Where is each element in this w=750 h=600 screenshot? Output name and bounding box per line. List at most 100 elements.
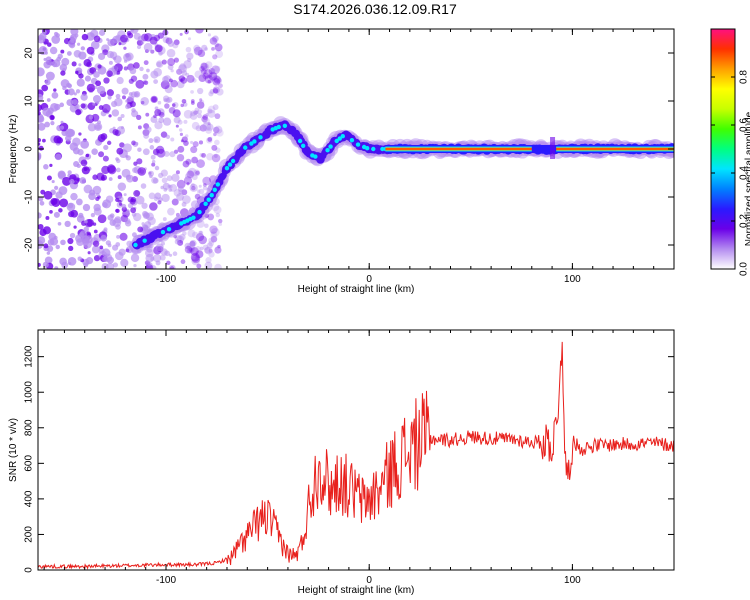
heatmap-cell: [206, 123, 214, 131]
heatmap-cell: [208, 248, 213, 253]
heatmap-cell: [184, 134, 189, 138]
heatmap-cell: [190, 99, 195, 103]
heatmap-cell: [216, 129, 224, 137]
heatmap-cell: [206, 242, 213, 249]
snr-ytick-label: 1000: [24, 381, 35, 404]
heatmap-cell: [207, 213, 215, 221]
heatmap-cell: [108, 114, 112, 118]
heatmap-cell: [186, 52, 194, 60]
heatmap-cell: [38, 154, 42, 160]
heatmap-cell: [51, 91, 59, 99]
heatmap-cell: [190, 247, 199, 256]
heatmap-cell: [59, 125, 65, 130]
heatmap-cell: [208, 91, 214, 97]
heatmap-cell: [38, 145, 44, 151]
heatmap-cell: [136, 158, 143, 165]
heatmap-cell: [97, 52, 106, 61]
heatmap-cell: [102, 155, 109, 162]
heatmap-cell: [44, 121, 51, 128]
heatmap-cell: [91, 245, 100, 254]
heatmap-cell: [136, 44, 142, 50]
heatmap-cell: [137, 167, 147, 176]
heatmap-cell: [93, 229, 98, 234]
heatmap-cell: [181, 98, 187, 104]
heatmap-cell: [59, 257, 67, 266]
heatmap-cell: [122, 143, 132, 153]
heatmap-cell: [160, 229, 166, 235]
heatmap-cell: [207, 108, 213, 114]
heatmap-cell: [133, 263, 137, 268]
heatmap-cell: [192, 78, 197, 83]
heatmap-cell: [202, 114, 208, 120]
heatmap-cell: [205, 61, 213, 69]
heatmap-cell: [211, 46, 215, 51]
heatmap-cell: [227, 162, 233, 167]
heatmap-cell: [195, 125, 202, 132]
heatmap-cell: [154, 44, 163, 53]
heatmap-cell: [67, 170, 72, 175]
heatmap-cell: [83, 239, 92, 249]
heatmap-cell: [178, 64, 187, 73]
heatmap-cell: [145, 253, 155, 263]
heatmap-cell: [80, 46, 85, 51]
heatmap-cell: [96, 85, 106, 95]
heatmap-cell: [137, 147, 142, 152]
heatmap-cell: [151, 96, 157, 103]
heatmap-cell: [90, 212, 96, 218]
heatmap-cell: [198, 140, 204, 145]
heatmap-cell: [130, 207, 137, 214]
heatmap-cell: [71, 99, 78, 106]
heatmap-cell: [177, 119, 183, 125]
heatmap-cell: [340, 134, 345, 139]
heatmap-cell: [276, 124, 281, 130]
heatmap-cell: [364, 146, 370, 151]
heatmap-cell: [93, 203, 101, 212]
heatmap-cell: [83, 226, 89, 232]
heatmap-cell: [80, 139, 90, 149]
heatmap-cell: [67, 257, 77, 266]
heatmap-cell: [103, 77, 110, 84]
heatmap-cell: [167, 207, 175, 216]
heatmap-cell: [38, 110, 41, 116]
heatmap-cell: [157, 152, 161, 157]
heatmap-cell: [53, 88, 57, 92]
heatmap-cell: [102, 201, 108, 208]
heatmap-cell: [203, 65, 209, 71]
heatmap-cell: [87, 123, 97, 132]
heatmap-cell: [186, 182, 190, 186]
heatmap-cell: [158, 51, 163, 56]
heatmap-cell: [158, 111, 165, 118]
heatmap-cell: [133, 62, 140, 69]
heatmap-cell: [67, 203, 74, 209]
heatmap-cell: [46, 98, 51, 102]
heatmap-cell: [213, 132, 217, 137]
heatmap-cell: [107, 243, 112, 248]
heatmap-cell: [209, 136, 213, 140]
heatmap-cell: [208, 240, 215, 247]
heatmap-cell: [190, 101, 195, 105]
heatmap-cell: [175, 124, 179, 128]
heatmap-cell: [154, 121, 163, 130]
heatmap-cell: [116, 76, 124, 85]
heatmap-cell: [55, 191, 63, 199]
heatmap-cell: [131, 140, 136, 146]
heatmap-cell: [190, 183, 195, 188]
heatmap-cell: [191, 231, 199, 239]
heatmap-cell: [131, 108, 136, 113]
heatmap-cell: [112, 128, 119, 136]
heatmap-cell: [142, 238, 147, 243]
heatmap-cell: [135, 195, 145, 205]
heatmap-cell: [41, 84, 49, 92]
heatmap-cell: [125, 154, 129, 159]
heatmap-cell: [208, 67, 215, 75]
heatmap-cell: [78, 63, 82, 67]
heatmap-cell: [60, 70, 66, 76]
heatmap-cell: [112, 126, 116, 130]
heatmap-cell: [171, 173, 180, 182]
snr-y-axis-label: SNR (10 * v/v): [8, 418, 19, 482]
snr-series-line: [38, 341, 674, 570]
heatmap-cell: [207, 105, 216, 114]
heatmap-cell: [215, 246, 219, 251]
heatmap-cell: [136, 114, 142, 121]
snr-ytick-label: 200: [24, 526, 35, 543]
